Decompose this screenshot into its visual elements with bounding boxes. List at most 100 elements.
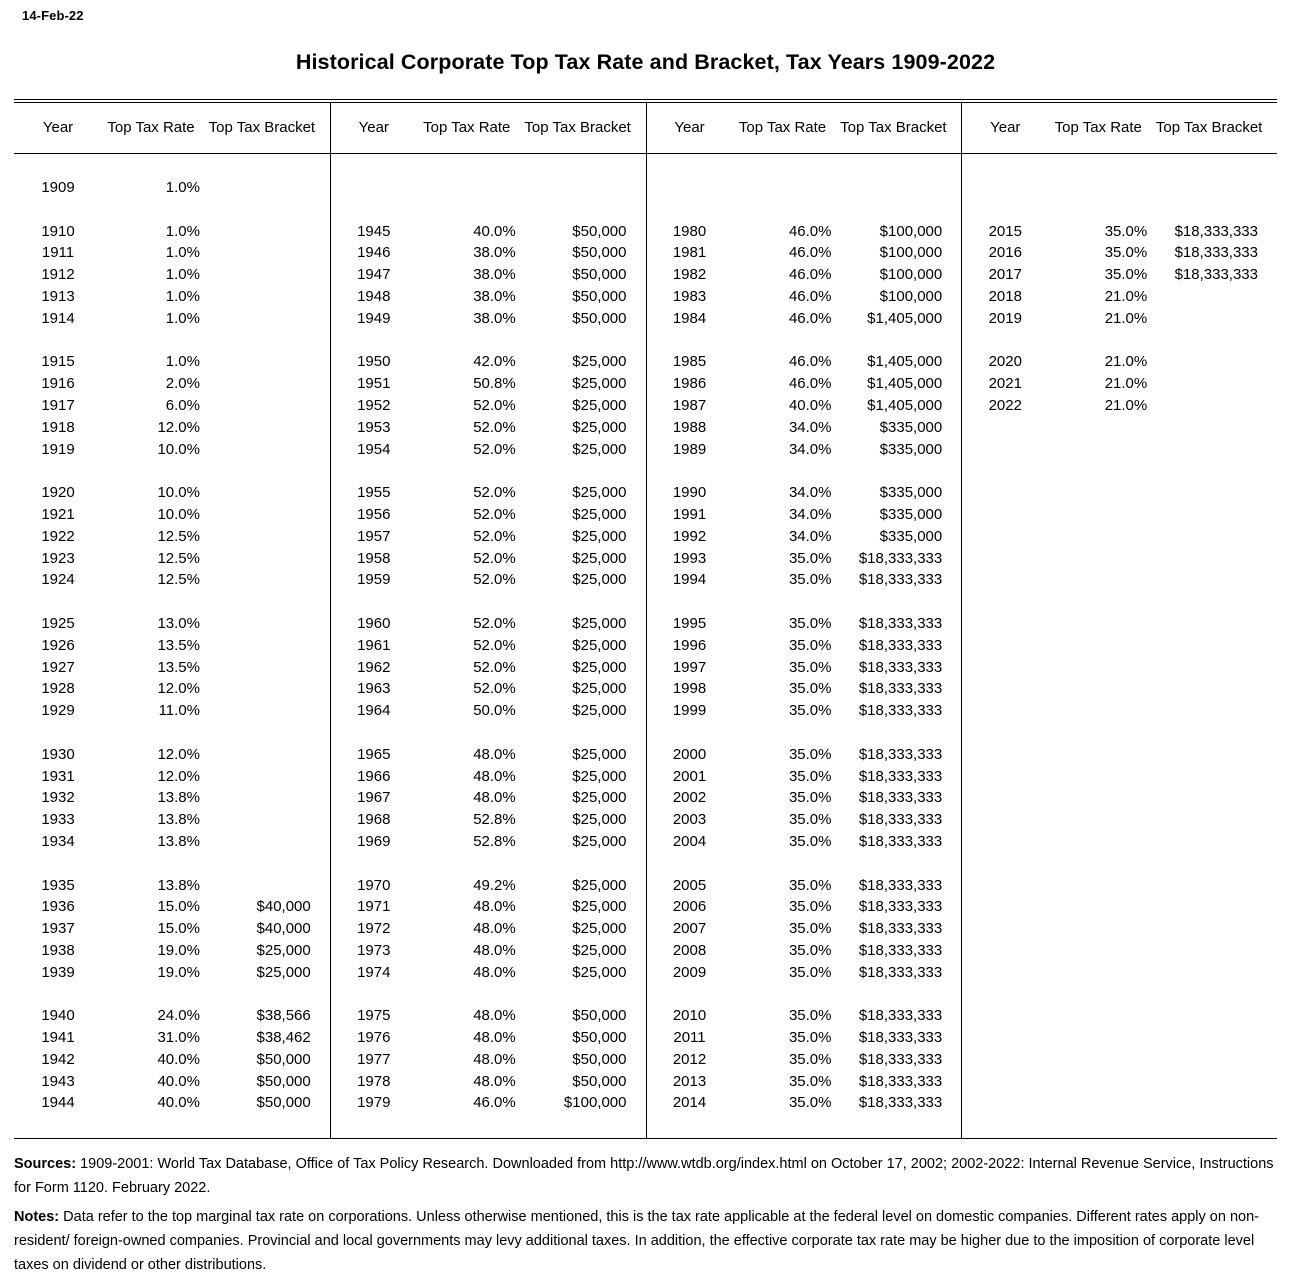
bracket-cell: $25,000 xyxy=(572,898,627,916)
row-group-1: 1918 12.0% xyxy=(14,417,330,439)
row-group-3 xyxy=(646,460,962,482)
row-group-2: 1970 49.2% $25,000 xyxy=(330,875,646,897)
rate-cell: 42.0% xyxy=(473,353,516,371)
table-row: 1942 40.0% $50,000 1977 48.0% $50,000 2012 35.0… xyxy=(14,1049,1277,1071)
row-group-2 xyxy=(330,853,646,875)
row-group-4 xyxy=(961,940,1277,962)
row-group-2: 1954 52.0% $25,000 xyxy=(330,439,646,461)
row-group-4 xyxy=(961,591,1277,613)
year-cell: 1923 xyxy=(41,549,75,567)
year-cell: 1955 xyxy=(357,484,391,502)
table-row: 1922 12.5% 1957 52.0% $25,000 1992 34.0% $335,0… xyxy=(14,526,1277,548)
row-group-3: 1994 35.0% $18,333,333 xyxy=(646,569,962,591)
header-year: Year xyxy=(358,119,389,136)
table-row: 1940 24.0% $38,566 1975 48.0% $50,000 2010 35.0… xyxy=(14,1005,1277,1027)
year-cell: 1979 xyxy=(357,1094,391,1112)
year-cell: 1990 xyxy=(672,484,707,502)
row-group-1: 1923 12.5% xyxy=(14,548,330,570)
table-row: 1925 13.0% 1960 52.0% $25,000 1995 35.0% $18,33… xyxy=(14,613,1277,635)
row-group-1 xyxy=(14,199,330,221)
rate-cell: 35.0% xyxy=(788,832,832,850)
rate-cell: 34.0% xyxy=(788,440,832,458)
row-group-3: 1981 46.0% $100,000 xyxy=(646,242,962,264)
year-cell: 2009 xyxy=(672,963,707,981)
rate-cell: 52.0% xyxy=(473,440,516,458)
row-group-3 xyxy=(646,177,962,199)
rate-cell: 35.0% xyxy=(788,680,832,698)
year-cell: 2008 xyxy=(672,941,707,959)
rate-cell: 40.0% xyxy=(157,1050,200,1068)
rate-cell: 34.0% xyxy=(788,527,832,545)
bracket-cell: $50,000 xyxy=(572,1072,627,1090)
row-group-1: 1930 12.0% xyxy=(14,744,330,766)
row-group-3: 2011 35.0% $18,333,333 xyxy=(646,1027,962,1049)
bracket-cell: $25,000 xyxy=(572,811,627,829)
year-cell: 1934 xyxy=(41,832,75,850)
row-group-1 xyxy=(14,460,330,482)
table-row: 1935 13.8% 1970 49.2% $25,000 2005 35.0% $18,33… xyxy=(14,875,1277,897)
rate-cell: 35.0% xyxy=(788,702,832,720)
row-group-1: 1926 13.5% xyxy=(14,635,330,657)
rate-cell: 48.0% xyxy=(473,1050,516,1068)
row-group-1: 1909 1.0% xyxy=(14,177,330,199)
year-cell: 1984 xyxy=(672,309,707,327)
bracket-cell: $100,000 xyxy=(879,244,943,262)
bracket-cell: $38,462 xyxy=(256,1029,311,1047)
table-row: 1941 31.0% $38,462 1976 48.0% $50,000 2011 35.0… xyxy=(14,1027,1277,1049)
row-group-2 xyxy=(330,591,646,613)
bracket-cell: $18,333,333 xyxy=(858,789,943,807)
table-row: 1923 12.5% 1958 52.0% $25,000 1993 35.0% $18,33… xyxy=(14,548,1277,570)
rate-cell: 46.0% xyxy=(788,244,832,262)
row-group-3: 2008 35.0% $18,333,333 xyxy=(646,940,962,962)
row-group-2: 1966 48.0% $25,000 xyxy=(330,766,646,788)
bracket-cell: $18,333,333 xyxy=(858,702,943,720)
row-group-3: 2002 35.0% $18,333,333 xyxy=(646,787,962,809)
year-cell: 1927 xyxy=(41,658,75,676)
table-row: 1938 19.0% $25,000 1973 48.0% $25,000 2008 35.0… xyxy=(14,940,1277,962)
rate-cell: 46.0% xyxy=(788,287,832,305)
rate-cell: 35.0% xyxy=(788,1007,832,1025)
year-cell: 1969 xyxy=(357,832,391,850)
rate-cell: 35.0% xyxy=(788,571,832,589)
table-row: 1915 1.0% 1950 42.0% $25,000 1985 46.0% $1,405,… xyxy=(14,351,1277,373)
row-group-3 xyxy=(646,591,962,613)
year-cell: 1925 xyxy=(41,614,75,632)
year-cell: 1954 xyxy=(357,440,391,458)
rate-cell: 19.0% xyxy=(157,963,200,981)
row-group-1: 1917 6.0% xyxy=(14,395,330,417)
header-top-tax-rate: Top Tax Rate xyxy=(738,119,827,136)
row-group-3: 2009 35.0% $18,333,333 xyxy=(646,962,962,984)
row-group-3: 1990 34.0% $335,000 xyxy=(646,482,962,504)
rate-cell: 10.0% xyxy=(157,484,200,502)
rate-cell: 46.0% xyxy=(473,1094,516,1112)
row-group-4 xyxy=(961,896,1277,918)
year-cell: 1975 xyxy=(357,1007,391,1025)
bracket-cell: $18,333,333 xyxy=(858,658,943,676)
rate-cell: 35.0% xyxy=(788,1029,832,1047)
row-group-2: 1962 52.0% $25,000 xyxy=(330,657,646,679)
rate-cell: 52.0% xyxy=(473,549,516,567)
year-cell: 1952 xyxy=(357,396,391,414)
year-cell: 1917 xyxy=(41,396,75,414)
sources-label: Sources: xyxy=(14,1156,77,1173)
row-group-4 xyxy=(961,831,1277,853)
year-cell: 1929 xyxy=(41,702,75,720)
year-cell: 1985 xyxy=(672,353,707,371)
rate-cell: 35.0% xyxy=(1104,244,1148,262)
bracket-cell: $100,000 xyxy=(563,1094,627,1112)
rate-cell: 21.0% xyxy=(1104,353,1148,371)
year-cell: 1956 xyxy=(357,505,391,523)
rate-cell: 35.0% xyxy=(788,549,832,567)
rate-cell: 46.0% xyxy=(788,375,832,393)
year-cell: 1963 xyxy=(357,680,391,698)
row-group-1: 1912 1.0% xyxy=(14,264,330,286)
table-row: 1914 1.0% 1949 38.0% $50,000 1984 46.0% $1,405,… xyxy=(14,308,1277,330)
row-group-3: 1984 46.0% $1,405,000 xyxy=(646,308,962,330)
row-group-1 xyxy=(14,591,330,613)
bracket-cell: $1,405,000 xyxy=(867,396,943,414)
rate-cell: 52.0% xyxy=(473,505,516,523)
year-cell: 1959 xyxy=(357,571,391,589)
rate-cell: 1.0% xyxy=(165,179,200,196)
table-row: 1916 2.0% 1951 50.8% $25,000 1986 46.0% $1,405,… xyxy=(14,373,1277,395)
rate-cell: 19.0% xyxy=(157,941,200,959)
